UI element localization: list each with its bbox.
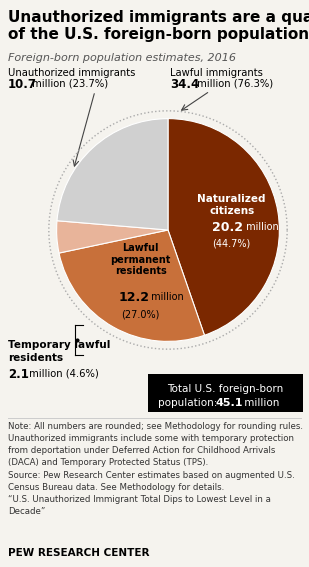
Text: (27.0%): (27.0%) bbox=[121, 309, 160, 319]
Text: million (76.3%): million (76.3%) bbox=[194, 78, 273, 88]
Wedge shape bbox=[168, 119, 279, 335]
Wedge shape bbox=[57, 221, 168, 253]
Text: Foreign-born population estimates, 2016: Foreign-born population estimates, 2016 bbox=[8, 53, 236, 63]
Text: 34.4: 34.4 bbox=[170, 78, 199, 91]
Text: 2.1: 2.1 bbox=[8, 368, 29, 381]
Text: Note: All numbers are rounded; see Methodology for rounding rules.
Unauthorized : Note: All numbers are rounded; see Metho… bbox=[8, 422, 303, 516]
Text: residents: residents bbox=[8, 353, 63, 363]
Text: 12.2: 12.2 bbox=[118, 291, 149, 304]
Text: PEW RESEARCH CENTER: PEW RESEARCH CENTER bbox=[8, 548, 150, 558]
Text: 45.1: 45.1 bbox=[216, 398, 243, 408]
Text: 20.2: 20.2 bbox=[212, 221, 243, 234]
Text: Lawful immigrants: Lawful immigrants bbox=[170, 68, 263, 78]
Text: of the U.S. foreign-born population: of the U.S. foreign-born population bbox=[8, 27, 309, 42]
Text: million: million bbox=[241, 398, 279, 408]
Text: population:: population: bbox=[158, 398, 221, 408]
Text: million (23.7%): million (23.7%) bbox=[29, 78, 108, 88]
Text: Naturalized
citizens: Naturalized citizens bbox=[197, 194, 266, 215]
Text: million: million bbox=[243, 222, 279, 232]
Text: million: million bbox=[148, 293, 184, 302]
Text: (44.7%): (44.7%) bbox=[213, 239, 251, 249]
Text: Temporary lawful: Temporary lawful bbox=[8, 340, 110, 350]
Wedge shape bbox=[57, 119, 168, 230]
Text: Lawful
permanent
residents: Lawful permanent residents bbox=[110, 243, 171, 276]
Text: 10.7: 10.7 bbox=[8, 78, 37, 91]
Text: Total U.S. foreign-born: Total U.S. foreign-born bbox=[167, 384, 284, 394]
Text: million (4.6%): million (4.6%) bbox=[26, 368, 99, 378]
Text: Unauthorized immigrants are a quarter: Unauthorized immigrants are a quarter bbox=[8, 10, 309, 25]
FancyBboxPatch shape bbox=[148, 374, 303, 412]
Text: Unauthorized immigrants: Unauthorized immigrants bbox=[8, 68, 135, 78]
Wedge shape bbox=[59, 230, 205, 341]
